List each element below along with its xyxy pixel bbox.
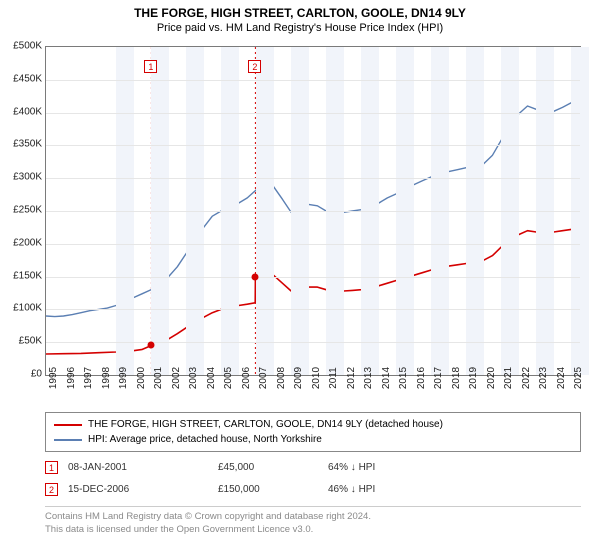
x-tick-label: 2013 [363,367,374,389]
legend-label: HPI: Average price, detached house, Nort… [88,434,322,445]
transaction-dot [252,273,259,280]
x-tick-label: 2015 [398,367,409,389]
x-tick-label: 1995 [48,367,59,389]
marker-badge: 1 [144,60,157,73]
x-tick-label: 2003 [188,367,199,389]
x-tick-label: 2007 [258,367,269,389]
x-tick-label: 2006 [241,367,252,389]
transaction-hpi-diff: 64% ↓ HPI [328,462,448,473]
transaction-badge: 1 [45,461,58,474]
y-tick-label: £100K [13,303,42,314]
x-tick-label: 2021 [503,367,514,389]
x-tick-label: 2018 [451,367,462,389]
x-tick-label: 2024 [556,367,567,389]
x-tick-label: 1996 [66,367,77,389]
page-subtitle: Price paid vs. HM Land Registry's House … [0,22,600,34]
legend-swatch [54,424,82,426]
x-tick-label: 2001 [153,367,164,389]
page-title: THE FORGE, HIGH STREET, CARLTON, GOOLE, … [0,6,600,20]
x-tick-label: 2002 [171,367,182,389]
x-tick-label: 2011 [328,367,339,389]
y-tick-label: £500K [13,41,42,52]
transaction-row: 1 08-JAN-2001 £45,000 64% ↓ HPI [45,456,581,478]
x-tick-label: 2017 [433,367,444,389]
x-tick-label: 2019 [468,367,479,389]
y-tick-label: £150K [13,270,42,281]
x-tick-label: 2020 [486,367,497,389]
x-tick-label: 2012 [346,367,357,389]
x-tick-label: 1997 [83,367,94,389]
gridline-h [46,309,580,310]
y-tick-label: £450K [13,73,42,84]
gridline-h [46,211,580,212]
x-tick-label: 2014 [381,367,392,389]
legend-label: THE FORGE, HIGH STREET, CARLTON, GOOLE, … [88,419,443,430]
x-tick-label: 2004 [206,367,217,389]
transaction-badge: 2 [45,483,58,496]
y-tick-label: £200K [13,237,42,248]
transaction-row: 2 15-DEC-2006 £150,000 46% ↓ HPI [45,478,581,500]
x-tick-label: 2025 [573,367,584,389]
footer-line-2: This data is licensed under the Open Gov… [45,524,581,537]
transaction-date: 08-JAN-2001 [68,462,208,473]
x-tick-label: 2023 [538,367,549,389]
x-tick-label: 2016 [416,367,427,389]
legend-swatch [54,439,82,441]
y-tick-label: £350K [13,139,42,150]
gridline-h [46,145,580,146]
y-tick-label: £400K [13,106,42,117]
x-tick-label: 2005 [223,367,234,389]
y-tick-label: £50K [19,336,42,347]
transaction-date: 15-DEC-2006 [68,484,208,495]
transaction-price: £150,000 [218,484,318,495]
transaction-hpi-diff: 46% ↓ HPI [328,484,448,495]
y-tick-label: £250K [13,205,42,216]
gridline-h [46,244,580,245]
y-tick-label: £300K [13,172,42,183]
transaction-dot [148,342,155,349]
legend-item: THE FORGE, HIGH STREET, CARLTON, GOOLE, … [54,417,572,432]
legend-box: THE FORGE, HIGH STREET, CARLTON, GOOLE, … [45,412,581,452]
x-tick-label: 2009 [293,367,304,389]
transactions-table: 1 08-JAN-2001 £45,000 64% ↓ HPI 2 15-DEC-2006… [45,456,581,500]
x-tick-label: 1998 [101,367,112,389]
legend-item: HPI: Average price, detached house, Nort… [54,432,572,447]
x-tick-label: 2010 [311,367,322,389]
gridline-h [46,342,580,343]
transaction-price: £45,000 [218,462,318,473]
marker-badge: 2 [248,60,261,73]
x-tick-label: 2022 [521,367,532,389]
x-tick-label: 2008 [276,367,287,389]
x-tick-label: 2000 [136,367,147,389]
x-tick-label: 1999 [118,367,129,389]
gridline-h [46,80,580,81]
chart-plot-area [45,46,581,376]
footer-line-1: Contains HM Land Registry data © Crown c… [45,511,581,524]
y-tick-label: £0 [31,369,42,380]
gridline-h [46,113,580,114]
gridline-h [46,277,580,278]
footer-attribution: Contains HM Land Registry data © Crown c… [45,506,581,537]
gridline-h [46,178,580,179]
